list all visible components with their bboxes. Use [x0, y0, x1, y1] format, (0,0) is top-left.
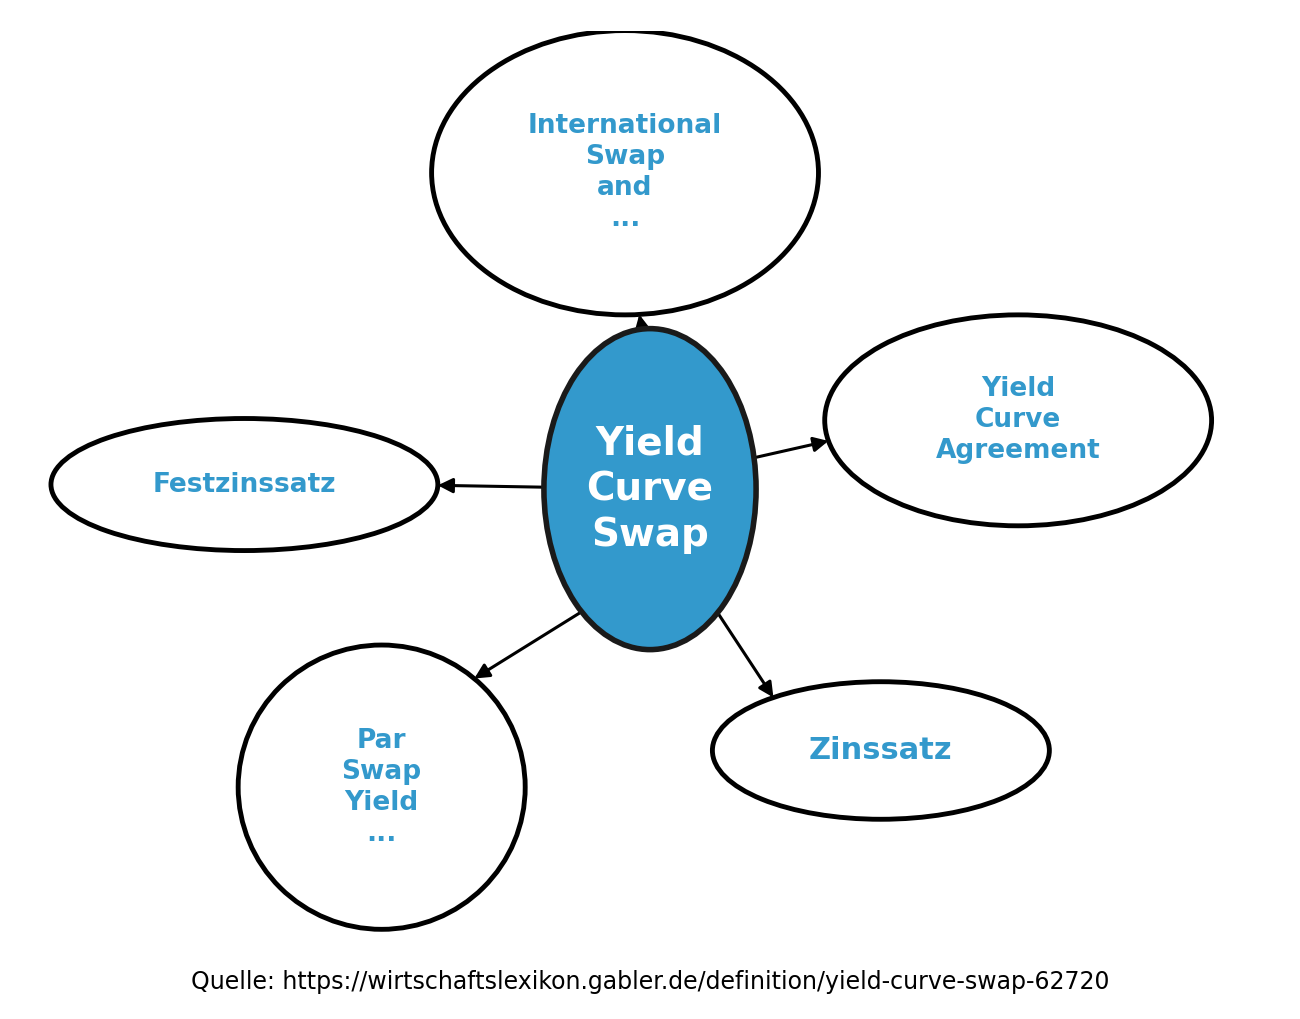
Ellipse shape [824, 315, 1212, 526]
Ellipse shape [238, 645, 525, 929]
Text: Zinssatz: Zinssatz [809, 736, 953, 765]
Ellipse shape [543, 329, 757, 650]
Text: International
Swap
and
...: International Swap and ... [528, 113, 723, 232]
Text: Par
Swap
Yield
...: Par Swap Yield ... [342, 728, 421, 847]
Ellipse shape [712, 682, 1049, 819]
Text: Festzinssatz: Festzinssatz [152, 472, 337, 497]
Ellipse shape [51, 419, 438, 550]
Text: Quelle: https://wirtschaftslexikon.gabler.de/definition/yield-curve-swap-62720: Quelle: https://wirtschaftslexikon.gable… [191, 969, 1109, 994]
Ellipse shape [432, 31, 819, 315]
Text: Yield
Curve
Agreement: Yield Curve Agreement [936, 376, 1101, 465]
Text: Yield
Curve
Swap: Yield Curve Swap [586, 425, 714, 553]
